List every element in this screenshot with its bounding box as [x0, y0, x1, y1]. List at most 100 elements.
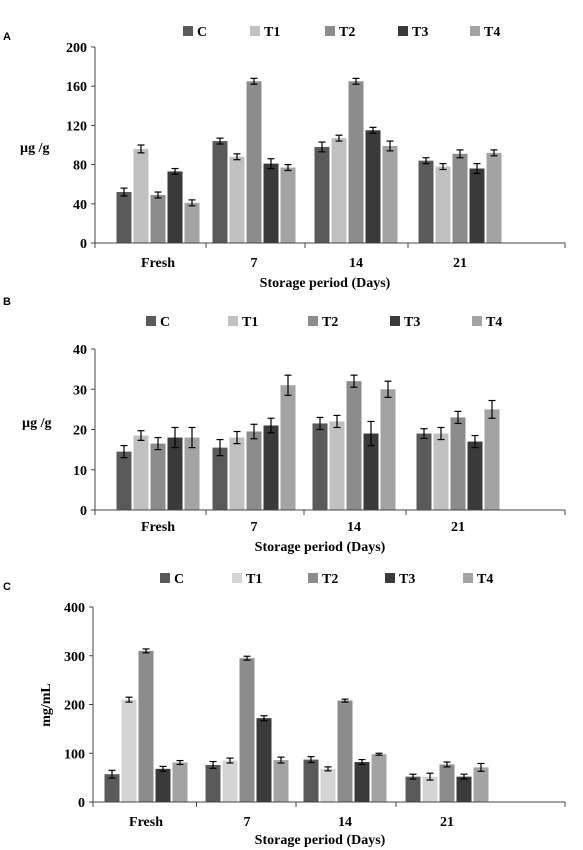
error-bar [188, 199, 196, 207]
bar-c-14 [314, 146, 330, 243]
error-bar [443, 761, 451, 768]
error-bar [233, 430, 241, 445]
legend-item-t1: T1 [228, 315, 258, 330]
bar-t1-7 [229, 156, 245, 243]
error-bar [277, 756, 285, 764]
legend-label: C [197, 25, 207, 40]
legend-label: T3 [399, 572, 415, 587]
bar-t2-7 [246, 431, 262, 510]
bar-t3-fresh [167, 171, 183, 243]
legend-item-t3: T3 [385, 572, 415, 587]
error-bar [159, 765, 167, 772]
error-bar [318, 141, 326, 153]
legend-label: T4 [477, 572, 493, 587]
error-bar [307, 756, 315, 764]
x-tick-label: 14 [347, 520, 361, 535]
bar-t4-7 [280, 385, 296, 510]
y-tick-label: 80 [73, 159, 87, 174]
error-bar [460, 773, 468, 780]
error-bar [108, 769, 116, 779]
error-bar [284, 164, 292, 172]
bar-t1-7 [222, 760, 238, 802]
panel-a-letter: A [3, 31, 11, 43]
legend-swatch [398, 26, 408, 36]
error-bar [324, 766, 332, 772]
y-tick-label: 200 [64, 699, 85, 714]
error-bar [350, 374, 358, 388]
bar-t3-7 [256, 718, 272, 802]
error-bar [171, 426, 179, 449]
legend-label: T2 [322, 315, 338, 330]
bar-c-fresh [116, 451, 132, 510]
error-bar [188, 426, 196, 449]
error-bar [267, 158, 275, 170]
y-tick-label: 400 [64, 601, 85, 616]
bar-t4-14 [371, 754, 387, 802]
bar-t1-14 [320, 768, 336, 802]
bar-t3-fresh [167, 437, 183, 510]
bar-t1-14 [329, 421, 345, 510]
y-tick-label: 100 [64, 747, 85, 762]
error-bar [358, 758, 366, 766]
error-bar [267, 417, 275, 434]
legend-label: T1 [246, 572, 262, 587]
error-bar [120, 445, 128, 459]
bar-t2-21 [450, 417, 466, 510]
error-bar [154, 436, 162, 451]
error-bar [454, 410, 462, 425]
bar-t3-7 [263, 163, 279, 243]
bar-t4-7 [280, 167, 296, 243]
y-tick-label: 30 [73, 383, 87, 398]
panel-b-y-axis-label: µg /g [22, 416, 51, 431]
bar-t2-fresh [150, 194, 166, 243]
error-bar [426, 772, 434, 781]
legend-item-t3: T3 [390, 315, 420, 330]
bar-t4-7 [273, 760, 289, 802]
bar-t4-14 [380, 389, 396, 510]
legend-swatch [470, 26, 480, 36]
error-bar [250, 423, 258, 440]
legend-swatch [308, 573, 318, 583]
bar-t3-fresh [155, 768, 171, 802]
x-tick-label: Fresh [141, 256, 175, 271]
bar-t1-7 [229, 437, 245, 510]
y-tick-label: 40 [73, 198, 87, 213]
error-bar [488, 399, 496, 419]
error-bar [367, 420, 375, 447]
error-bar [369, 126, 377, 134]
legend-label: C [160, 315, 170, 330]
bar-c-7 [212, 447, 228, 510]
error-bar [137, 430, 145, 441]
legend-item-c: C [160, 572, 184, 587]
y-tick-label: 120 [66, 119, 87, 134]
y-tick-label: 0 [78, 796, 85, 811]
legend-swatch [228, 316, 238, 326]
bar-t3-14 [365, 130, 381, 243]
legend-swatch [146, 316, 156, 326]
bar-t2-14 [337, 700, 353, 802]
y-tick-label: 20 [73, 424, 87, 439]
x-tick-label: Fresh [129, 815, 163, 830]
error-bar [216, 137, 224, 145]
error-bar [176, 759, 184, 766]
legend-label: T3 [404, 315, 420, 330]
error-bar [243, 655, 251, 661]
x-tick-label: 14 [338, 815, 352, 830]
legend-swatch [390, 316, 400, 326]
x-tick-label: 21 [453, 256, 467, 271]
error-bar [226, 757, 234, 764]
legend-item-t2: T2 [308, 315, 338, 330]
error-bar [471, 434, 479, 449]
legend-item-t1: T1 [232, 572, 262, 587]
legend-swatch [463, 573, 473, 583]
panel-c-letter: C [3, 581, 11, 593]
panel-c-legend: C T1 T2 T3 T4 [160, 572, 493, 587]
panel-b-letter: B [3, 296, 11, 308]
error-bar [154, 191, 162, 199]
error-bar [137, 144, 145, 154]
bar-t2-7 [239, 658, 255, 802]
panel-a-axes: 0 40 80 120 160 200 Fresh 7 14 21 [66, 41, 566, 271]
legend-swatch [325, 26, 335, 36]
legend-swatch [250, 26, 260, 36]
